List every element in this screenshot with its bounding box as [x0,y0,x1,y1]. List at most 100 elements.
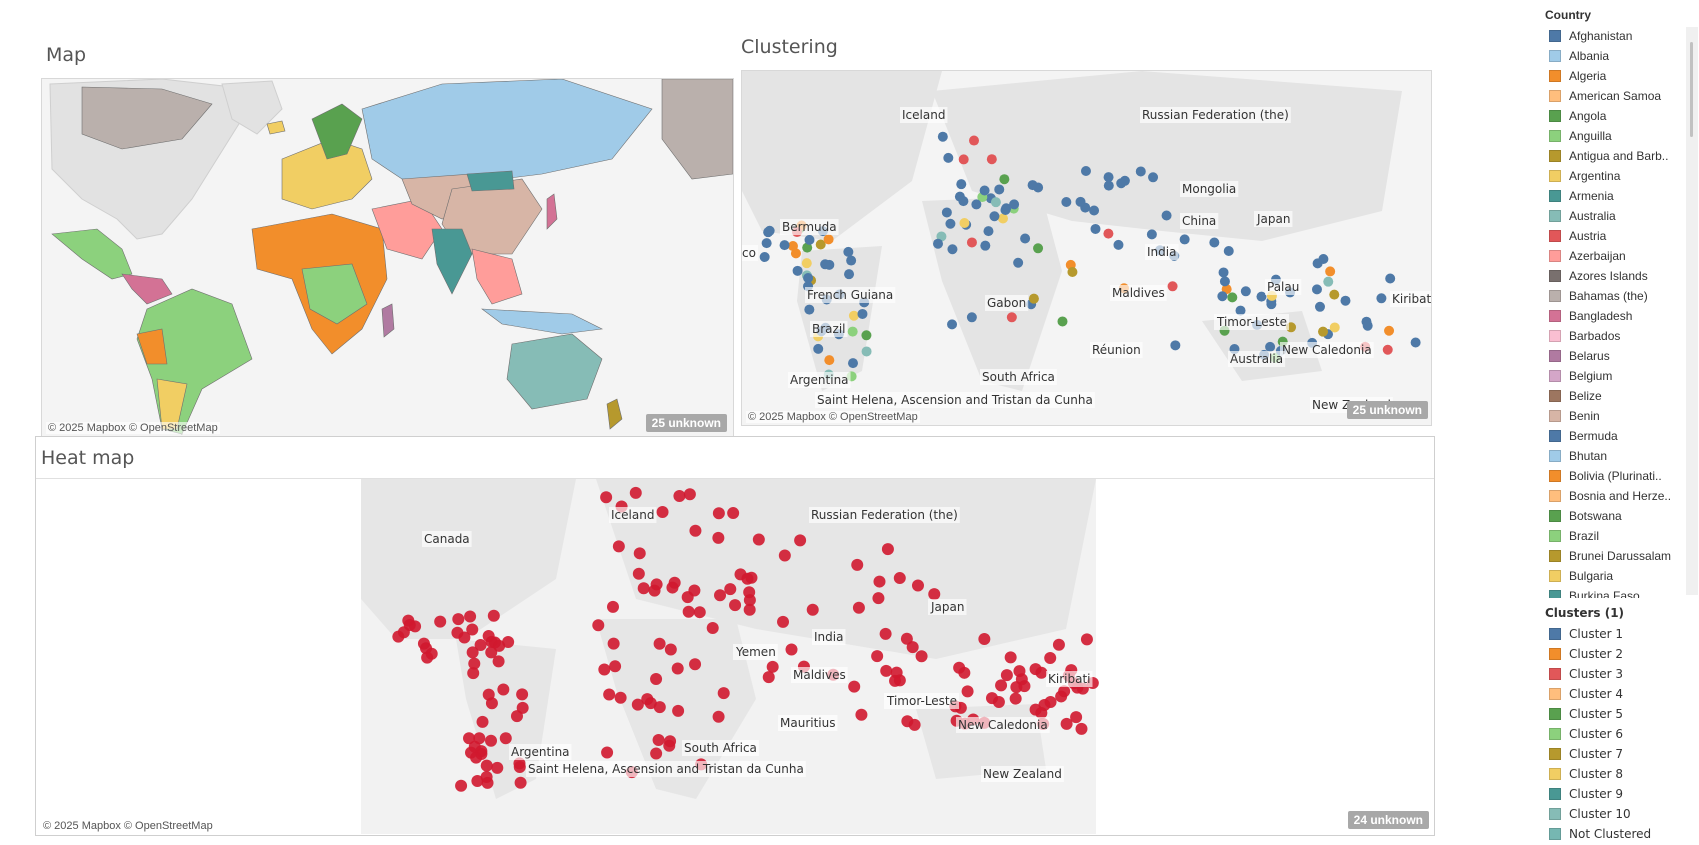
heat-point[interactable] [476,715,489,728]
heat-point[interactable] [777,615,790,628]
heat-point[interactable] [650,673,663,686]
cluster-point[interactable] [1217,291,1228,302]
heat-point[interactable] [743,594,756,607]
heat-point[interactable] [681,591,694,604]
cluster-point[interactable] [983,226,994,237]
cluster-point[interactable] [999,174,1010,185]
cluster-point[interactable] [1382,344,1393,355]
heat-point[interactable] [900,632,913,645]
heat-point[interactable] [598,663,611,676]
heat-point[interactable] [481,776,494,789]
heat-point[interactable] [474,638,487,651]
cluster-point[interactable] [1266,299,1277,310]
heat-point[interactable] [752,533,765,546]
cluster-point[interactable] [759,252,770,263]
cluster-point[interactable] [1219,276,1230,287]
cluster-point[interactable] [1006,312,1017,323]
cluster-point[interactable] [1227,292,1238,303]
legend-item[interactable]: Bangladesh [1545,306,1685,326]
cluster-point[interactable] [813,343,824,354]
heat-point[interactable] [673,490,686,503]
heat-point[interactable] [1070,711,1083,724]
heat-point[interactable] [514,776,527,789]
heat-point[interactable] [1015,673,1028,686]
cluster-point[interactable] [857,308,868,319]
cluster-point[interactable] [1161,210,1172,221]
cluster-point[interactable] [1265,341,1276,352]
cluster-point[interactable] [1113,239,1124,250]
cluster-point[interactable] [956,179,967,190]
heat-point[interactable] [467,667,480,680]
cluster-point[interactable] [844,269,855,280]
legend-item[interactable]: Azores Islands [1545,266,1685,286]
cluster-point[interactable] [1067,266,1078,277]
choropleth-map[interactable]: © 2025 Mapbox © OpenStreetMap 25 unknown [41,78,734,437]
cluster-point[interactable] [1080,166,1091,177]
legend-item[interactable]: Bahamas (the) [1545,286,1685,306]
heat-point[interactable] [482,688,495,701]
heat-point[interactable] [417,637,430,650]
heat-point[interactable] [600,491,613,504]
cluster-point[interactable] [1089,205,1100,216]
legend-item[interactable]: Albania [1545,46,1685,66]
heat-point[interactable] [1080,633,1093,646]
heat-point[interactable] [1029,663,1042,676]
heat-point[interactable] [727,507,740,520]
heat-point[interactable] [1052,638,1065,651]
heat-point[interactable] [468,740,481,753]
cluster-point[interactable] [1148,172,1159,183]
legend-item[interactable]: Bermuda [1545,426,1685,446]
map-attribution[interactable]: © 2025 Mapbox © OpenStreetMap [46,422,220,434]
heat-point[interactable] [855,708,868,721]
heat-point[interactable] [1009,692,1022,705]
heat-point[interactable] [516,701,529,714]
cluster-point[interactable] [1340,295,1351,306]
legend-item[interactable]: Botswana [1545,506,1685,526]
cluster-point[interactable] [815,239,826,250]
heat-point[interactable] [487,609,500,622]
cluster-point[interactable] [803,272,814,283]
cluster-point[interactable] [986,154,997,165]
legend-item[interactable]: Australia [1545,206,1685,226]
heat-point[interactable] [637,582,650,595]
legend-item[interactable]: Cluster 6 [1545,724,1651,744]
cluster-point[interactable] [1256,291,1267,302]
legend-item[interactable]: Cluster 4 [1545,684,1651,704]
cluster-point[interactable] [958,154,969,165]
cluster-point[interactable] [1090,223,1101,234]
country-legend-scrollbar[interactable] [1686,27,1698,595]
heatmap-map[interactable]: Iceland Russian Federation (the) Canada Jap… [36,479,1434,834]
heat-point[interactable] [452,613,465,626]
cluster-point[interactable] [1027,180,1038,191]
legend-item[interactable]: Angola [1545,106,1685,126]
legend-item[interactable]: Cluster 2 [1545,644,1651,664]
heat-point[interactable] [908,718,921,731]
heat-point[interactable] [606,600,619,613]
cluster-point[interactable] [804,304,815,315]
legend-item[interactable]: American Samoa [1545,86,1685,106]
heat-point[interactable] [880,664,893,677]
heat-point[interactable] [603,688,616,701]
cluster-point[interactable] [979,185,990,196]
heat-point[interactable] [609,660,622,673]
cluster-point[interactable] [1384,325,1395,336]
heat-point[interactable] [724,583,737,596]
heat-point[interactable] [851,558,864,571]
heat-point[interactable] [852,601,865,614]
heat-point[interactable] [607,637,620,650]
heat-point[interactable] [958,666,971,679]
heat-point[interactable] [693,606,706,619]
heat-point[interactable] [492,655,505,668]
heat-point[interactable] [664,735,677,748]
cluster-point[interactable] [966,312,977,323]
cluster-point[interactable] [969,135,980,146]
heat-point[interactable] [653,701,666,714]
legend-item[interactable]: Bolivia (Plurinati.. [1545,466,1685,486]
heat-point[interactable] [671,662,684,675]
heat-point[interactable] [455,779,468,792]
legend-item[interactable]: Armenia [1545,186,1685,206]
cluster-point[interactable] [1385,273,1396,284]
heat-point[interactable] [928,588,941,601]
cluster-point[interactable] [1103,180,1114,191]
cluster-point[interactable] [787,241,798,252]
